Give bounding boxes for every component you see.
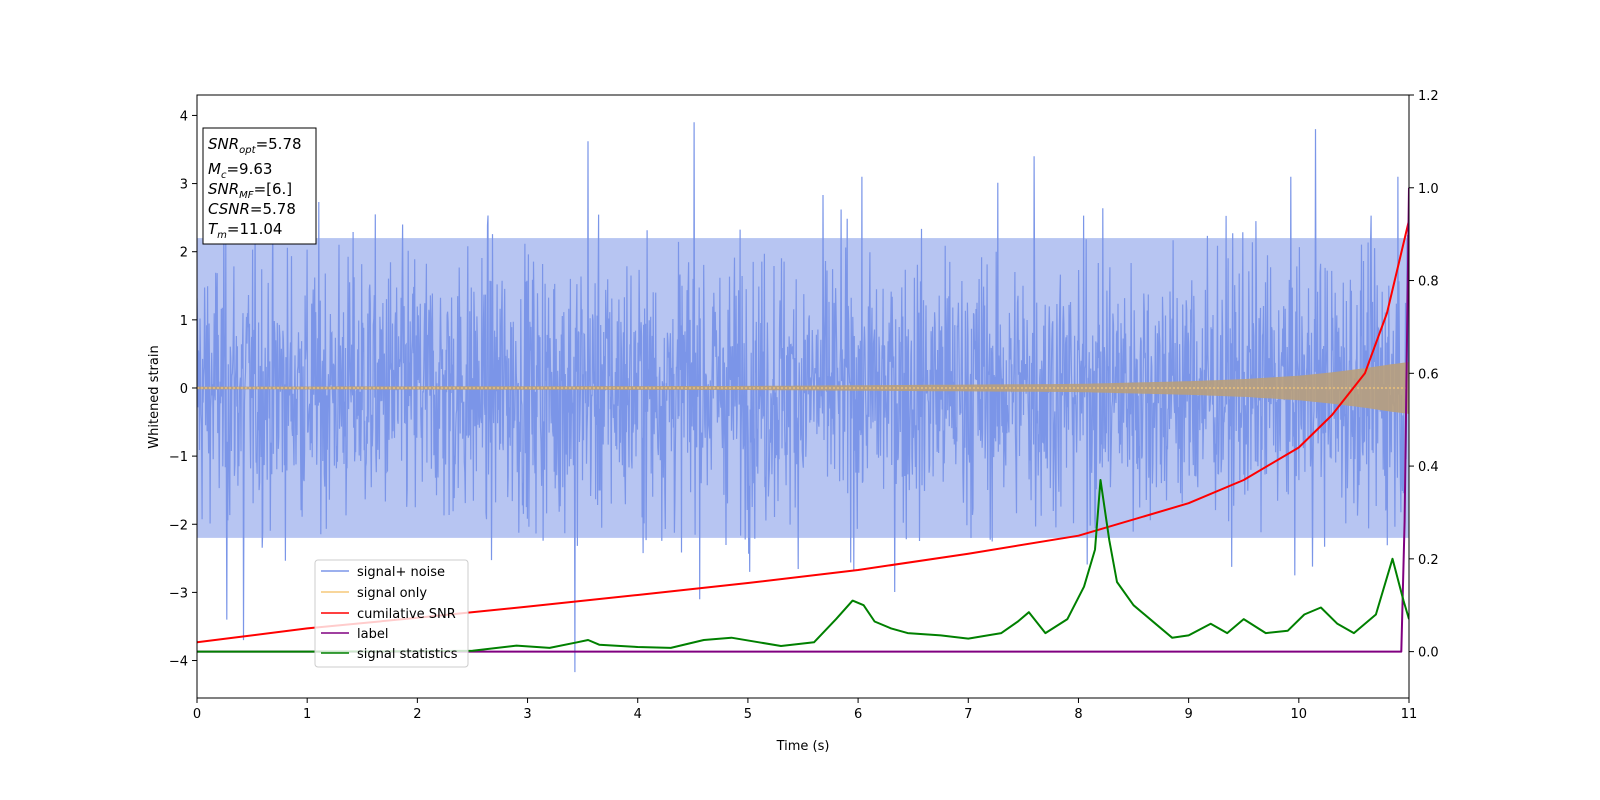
legend-label: signal+ noise [357,565,445,580]
x-tick-label: 7 [964,707,972,722]
legend-label: signal statistics [357,647,458,662]
annotation-chirp-mass: Mc=9.63 [208,160,272,181]
legend-item-signal-statistics: signal statistics [321,647,458,662]
x-tick-label: 3 [523,707,531,722]
y2-tick-label: 0.6 [1418,367,1439,382]
annotation-snr-opt: SNRopt=5.78 [208,135,302,156]
y-tick-label: 0 [180,382,188,397]
y-axis-left: 4 3 2 1 0 −1 −2 −3 −4 [169,109,197,670]
x-tick-label: 6 [854,707,862,722]
y2-tick-label: 0.8 [1418,275,1439,290]
x-tick-label: 2 [413,707,421,722]
annotation-box: SNRopt=5.78 Mc=9.63 SNRMF=[6.] CSNR=5.78… [202,127,317,245]
series-signal-statistics-line [197,479,1409,653]
series-label-line [197,187,1409,653]
plot-frame [196,94,1410,699]
y-tick-label: 4 [180,109,188,124]
y-tick-label: 2 [180,246,188,261]
y-axis-label: Whitened strain [147,345,162,448]
x-tick-label: 8 [1074,707,1082,722]
x-axis-label: Time (s) [776,739,830,754]
y-tick-label: −4 [169,655,188,670]
annotation-csnr: CSNR=5.78 [208,200,296,218]
legend: signal+ noise signal only cumilative SNR… [314,559,469,668]
annotation-snr-mf: SNRMF=[6.] [208,180,292,201]
x-tick-label: 5 [744,707,752,722]
x-tick-label: 4 [634,707,642,722]
y-tick-label: 1 [180,314,188,329]
series-layer [197,122,1409,673]
legend-label: label [357,627,388,642]
y-tick-label: 3 [180,178,188,193]
x-axis: 0 1 2 3 4 5 6 7 8 9 10 11 [193,698,1417,722]
x-tick-label: 1 [303,707,311,722]
legend-item-signal-noise: signal+ noise [321,565,445,580]
series-cumulative-snr-line [197,219,1409,644]
legend-label: signal only [357,586,427,601]
x-tick-label: 9 [1184,707,1192,722]
y-axis-right: 1.2 1.0 0.8 0.6 0.4 0.2 0.0 [1409,89,1439,661]
x-tick-label: 11 [1401,707,1418,722]
legend-item-label: label [321,627,388,642]
legend-item-signal-only: signal only [321,586,427,601]
y2-tick-label: 0.4 [1418,460,1439,475]
y-tick-label: −3 [169,586,188,601]
x-tick-label: 0 [193,707,201,722]
y-tick-label: −1 [169,450,188,465]
legend-label: cumilative SNR [357,607,456,622]
y2-tick-label: 0.2 [1418,553,1439,568]
y2-tick-label: 1.0 [1418,182,1439,197]
y-tick-label: −2 [169,518,188,533]
y2-tick-label: 0.0 [1418,646,1439,661]
x-tick-label: 10 [1291,707,1308,722]
legend-item-cumulative-snr: cumilative SNR [321,607,456,622]
y2-tick-label: 1.2 [1418,89,1439,104]
annotation-tm: Tm=11.04 [208,220,282,241]
